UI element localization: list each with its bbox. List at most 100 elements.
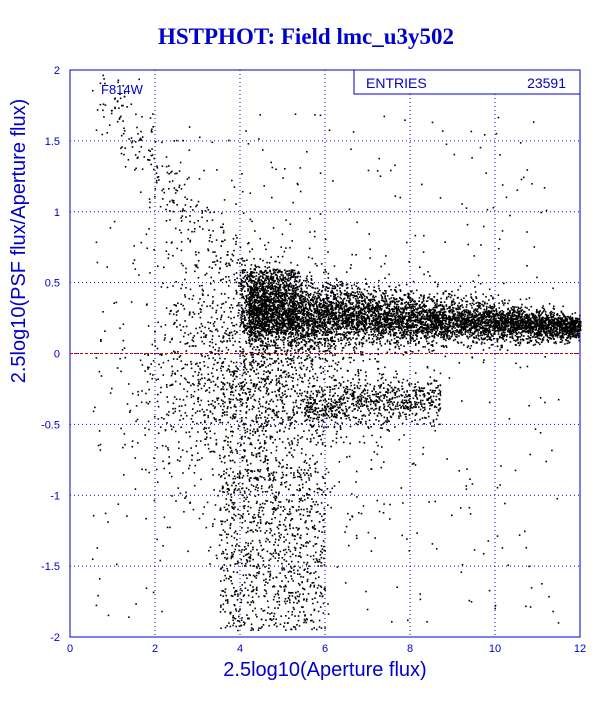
scatter-point: [569, 327, 571, 330]
scatter-point: [550, 313, 552, 315]
scatter-point: [317, 338, 320, 340]
scatter-point: [364, 328, 366, 330]
scatter-point: [352, 296, 355, 299]
scatter-point: [302, 351, 304, 354]
scatter-point: [432, 339, 435, 342]
scatter-point: [263, 293, 265, 296]
scatter-point: [374, 358, 376, 360]
scatter-point: [410, 329, 413, 332]
scatter-point: [550, 314, 552, 316]
scatter-point: [281, 299, 284, 301]
scatter-point: [291, 340, 293, 342]
scatter-point: [399, 332, 401, 334]
scatter-point: [380, 313, 383, 315]
scatter-point: [409, 334, 411, 337]
scatter-point: [451, 290, 453, 293]
scatter-point: [346, 325, 349, 328]
scatter-point: [259, 337, 262, 340]
scatter-point: [377, 326, 379, 329]
scatter-point: [295, 287, 297, 290]
scatter-point: [300, 299, 303, 302]
scatter-point: [461, 317, 463, 320]
scatter-point: [337, 327, 340, 329]
scatter-point: [277, 304, 279, 306]
scatter-point: [451, 294, 453, 297]
scatter-point: [508, 318, 510, 321]
scatter-point: [357, 307, 359, 310]
scatter-point: [539, 330, 541, 333]
scatter-point: [381, 305, 384, 308]
scatter-point: [376, 320, 379, 323]
scatter-point: [322, 314, 325, 316]
scatter-point: [398, 309, 401, 312]
scatter-point: [412, 351, 414, 353]
scatter-point: [305, 317, 307, 320]
scatter-point: [572, 334, 575, 337]
scatter-point: [353, 309, 356, 311]
scatter-point: [439, 317, 442, 320]
scatter-point: [352, 308, 354, 310]
scatter-point: [556, 318, 558, 321]
scatter-point: [442, 323, 445, 325]
scatter-point: [249, 340, 251, 342]
scatter-point: [312, 317, 315, 320]
scatter-point: [426, 340, 428, 343]
scatter-point: [575, 336, 577, 338]
scatter-point: [539, 338, 542, 341]
scatter-point: [562, 335, 564, 338]
scatter-point: [396, 320, 399, 322]
scatter-point: [348, 356, 351, 359]
scatter-point: [574, 331, 576, 333]
scatter-point: [327, 342, 330, 345]
scatter-point: [542, 328, 545, 330]
scatter-point: [317, 290, 319, 293]
scatter-point: [272, 276, 275, 278]
scatter-point: [332, 323, 334, 326]
scatter-point: [383, 330, 385, 333]
scatter-point: [386, 339, 389, 341]
scatter-point: [546, 316, 548, 318]
scatter-point: [553, 308, 555, 310]
scatter-point: [498, 328, 500, 331]
scatter-point: [383, 316, 386, 318]
scatter-point: [374, 325, 376, 327]
scatter-point: [380, 321, 383, 324]
scatter-point: [454, 333, 456, 336]
scatter-point: [293, 322, 295, 325]
scatter-point: [467, 321, 470, 323]
scatter-point: [506, 334, 509, 336]
scatter-point: [285, 316, 287, 318]
scatter-point: [287, 279, 289, 282]
scatter-point: [447, 326, 449, 328]
scatter-point: [371, 298, 374, 301]
scatter-point: [365, 328, 367, 330]
scatter-point: [364, 333, 367, 335]
scatter-point: [453, 310, 455, 313]
scatter-point: [427, 297, 429, 299]
scatter-point: [518, 344, 521, 347]
scatter-point: [381, 296, 383, 298]
scatter-point: [325, 293, 328, 296]
scatter-point: [490, 310, 493, 312]
scatter-point: [436, 300, 438, 303]
scatter-point: [490, 315, 492, 318]
scatter-point: [364, 298, 366, 300]
scatter-point: [436, 292, 439, 295]
scatter-point: [388, 348, 391, 351]
scatter-point: [455, 319, 458, 321]
scatter-point: [395, 298, 397, 301]
scatter-point: [312, 321, 314, 323]
scatter-point: [333, 285, 336, 287]
scatter-point: [442, 317, 444, 320]
scatter-point: [502, 312, 504, 314]
scatter-point: [303, 324, 305, 327]
scatter-point: [251, 299, 253, 302]
scatter-point: [451, 327, 453, 330]
scatter-point: [369, 322, 372, 325]
scatter-point: [419, 322, 422, 324]
scatter-point: [298, 316, 301, 319]
scatter-point: [428, 319, 430, 321]
scatter-point: [494, 320, 497, 323]
scatter-point: [426, 316, 429, 318]
scatter-point: [471, 302, 474, 304]
